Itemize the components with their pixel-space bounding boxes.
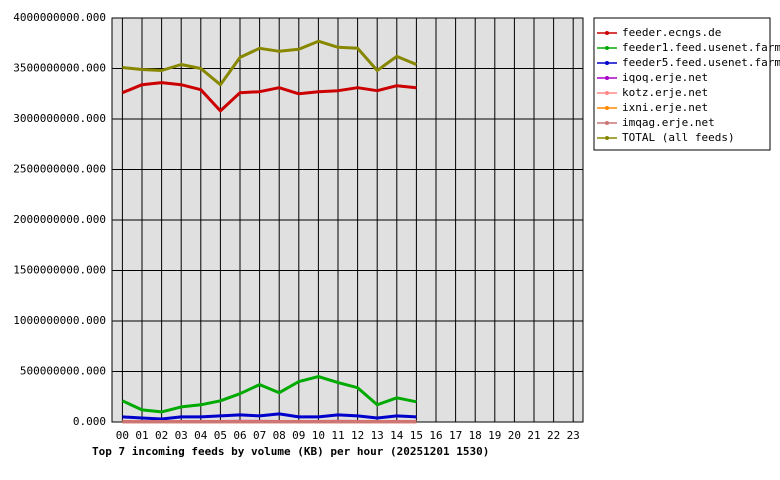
legend-label: feeder5.feed.usenet.farm bbox=[622, 56, 780, 69]
y-tick-label: 500000000.000 bbox=[20, 365, 106, 378]
y-tick-label: 1000000000.000 bbox=[13, 314, 106, 327]
legend-swatch-dot bbox=[605, 46, 609, 50]
y-tick-label: 1500000000.000 bbox=[13, 264, 106, 277]
legend-swatch-dot bbox=[605, 76, 609, 80]
x-tick-label: 14 bbox=[390, 429, 404, 442]
y-tick-label: 2000000000.000 bbox=[13, 213, 106, 226]
legend-box bbox=[593, 17, 771, 151]
legend-label: TOTAL (all feeds) bbox=[622, 131, 735, 144]
legend-swatch-dot bbox=[605, 31, 609, 35]
series-line bbox=[122, 39, 417, 87]
x-tick-label: 21 bbox=[527, 429, 540, 442]
legend-swatch-dot bbox=[605, 61, 609, 65]
x-tick-label: 02 bbox=[155, 429, 168, 442]
x-tick-label: 16 bbox=[429, 429, 442, 442]
legend-label: imqag.erje.net bbox=[622, 116, 715, 129]
x-tick-label: 19 bbox=[488, 429, 501, 442]
x-tick-label: 13 bbox=[371, 429, 384, 442]
x-tick-label: 09 bbox=[292, 429, 305, 442]
legend-label: ixni.erje.net bbox=[622, 101, 708, 114]
x-tick-label: 12 bbox=[351, 429, 364, 442]
legend-swatch-dot bbox=[605, 91, 609, 95]
x-tick-label: 08 bbox=[273, 429, 286, 442]
y-tick-label: 2500000000.000 bbox=[13, 163, 106, 176]
series-line bbox=[122, 412, 417, 421]
y-tick-label: 3500000000.000 bbox=[13, 62, 106, 75]
legend-label: kotz.erje.net bbox=[622, 86, 708, 99]
x-tick-label: 17 bbox=[449, 429, 462, 442]
series-line bbox=[121, 81, 417, 113]
legend-label: feeder.ecngs.de bbox=[622, 26, 721, 39]
x-tick-label: 00 bbox=[116, 429, 129, 442]
x-tick-label: 07 bbox=[253, 429, 266, 442]
x-tick-label: 22 bbox=[547, 429, 560, 442]
x-tick-label: 03 bbox=[175, 429, 188, 442]
chart-title: Top 7 incoming feeds by volume (KB) per … bbox=[92, 445, 489, 458]
series-line bbox=[121, 375, 417, 414]
x-tick-label: 06 bbox=[233, 429, 246, 442]
legend-swatch-dot bbox=[605, 136, 609, 140]
y-tick-label: 0.000 bbox=[73, 415, 106, 428]
x-tick-label: 11 bbox=[331, 429, 344, 442]
y-tick-label: 4000000000.000 bbox=[13, 11, 106, 24]
x-tick-label: 23 bbox=[567, 429, 580, 442]
x-tick-label: 05 bbox=[214, 429, 227, 442]
legend-swatch-dot bbox=[605, 121, 609, 125]
x-tick-label: 04 bbox=[194, 429, 208, 442]
x-tick-label: 18 bbox=[469, 429, 482, 442]
legend-label: feeder1.feed.usenet.farm bbox=[622, 41, 780, 54]
x-tick-label: 10 bbox=[312, 429, 325, 442]
y-tick-label: 3000000000.000 bbox=[13, 112, 106, 125]
x-tick-label: 20 bbox=[508, 429, 521, 442]
x-tick-label: 01 bbox=[135, 429, 148, 442]
x-tick-label: 15 bbox=[410, 429, 423, 442]
legend-label: iqoq.erje.net bbox=[622, 71, 708, 84]
legend-swatch-dot bbox=[605, 106, 609, 110]
